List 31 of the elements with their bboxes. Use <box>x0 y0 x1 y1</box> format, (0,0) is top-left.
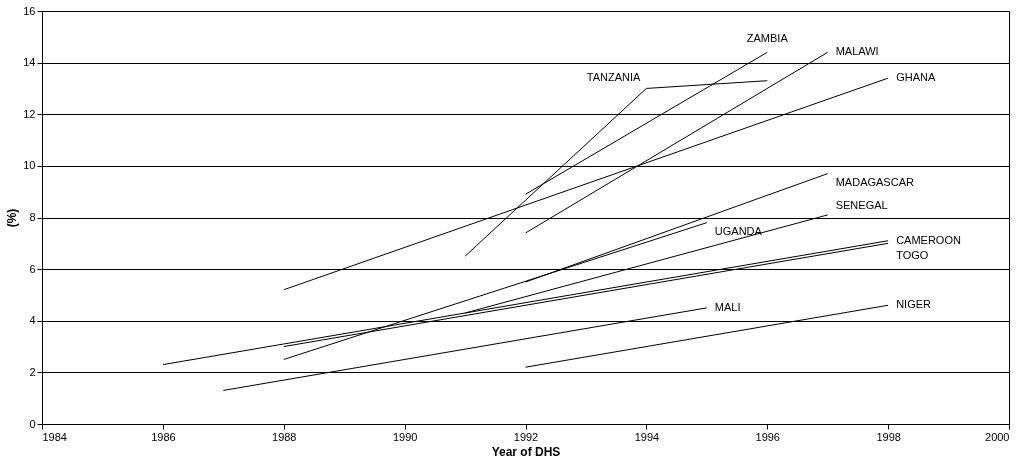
y-axis-title: (%) <box>5 208 20 228</box>
y-tick-label: 14 <box>23 56 36 69</box>
series-label: ZAMBIA <box>746 32 789 45</box>
x-tick-label: 1990 <box>392 430 418 443</box>
x-tick-label: 1996 <box>755 430 780 443</box>
x-tick-label: 1988 <box>272 430 297 443</box>
series-label: MALAWI <box>835 45 879 58</box>
series-label: MADAGASCAR <box>835 175 914 188</box>
y-tick-label: 2 <box>29 365 36 378</box>
y-tick-label: 8 <box>29 211 36 223</box>
y-tick-label: 6 <box>29 262 36 275</box>
series-label: CAMEROON <box>896 233 961 246</box>
x-tick-label: 1998 <box>876 430 901 443</box>
y-tick-label: 4 <box>29 314 36 327</box>
x-tick-label: 1992 <box>513 430 539 443</box>
series-label: UGANDA <box>714 224 763 237</box>
y-tick-label: 12 <box>23 107 36 120</box>
series-label: GHANA <box>896 71 936 84</box>
series-label: SENEGAL <box>835 198 888 211</box>
x-axis-title: Year of DHS <box>491 444 561 459</box>
series-label: TOGO <box>896 249 929 262</box>
series-label: NIGER <box>896 298 932 311</box>
series-label: MALI <box>714 300 741 313</box>
x-tick-label: 1984 <box>42 430 67 443</box>
series-label: TANZANIA <box>586 71 642 84</box>
x-tick-label: 1986 <box>151 430 176 443</box>
y-tick-label: 0 <box>29 417 36 430</box>
y-tick-label: 16 <box>23 4 36 17</box>
x-tick-label: 1994 <box>634 430 660 443</box>
y-tick-label: 10 <box>23 159 36 172</box>
x-tick-label: 2000 <box>985 430 1010 443</box>
